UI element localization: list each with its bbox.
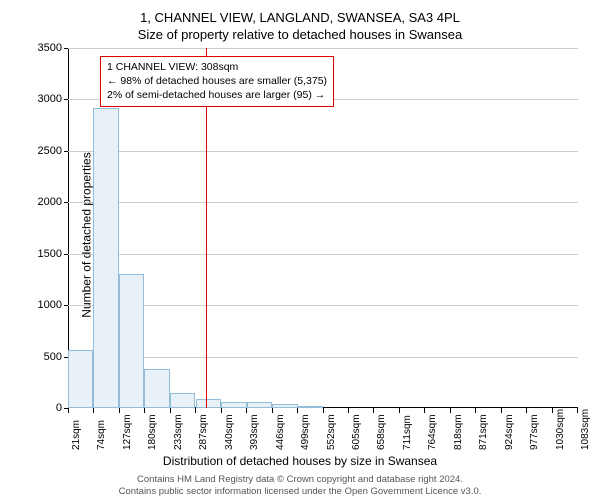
x-tick-label: 180sqm bbox=[147, 414, 158, 450]
x-tick-label: 233sqm bbox=[173, 414, 184, 450]
x-tick-mark bbox=[450, 408, 451, 413]
x-tick-mark bbox=[246, 408, 247, 413]
grid-line bbox=[68, 48, 578, 49]
y-tick-label: 3000 bbox=[22, 93, 62, 105]
x-tick-mark bbox=[399, 408, 400, 413]
annotation-line1: 1 CHANNEL VIEW: 308sqm bbox=[107, 60, 327, 74]
x-tick-label: 764sqm bbox=[427, 414, 438, 450]
y-tick-label: 3500 bbox=[22, 42, 62, 54]
x-tick-label: 711sqm bbox=[402, 415, 413, 450]
y-tick-label: 1000 bbox=[22, 299, 62, 311]
x-tick-mark bbox=[195, 408, 196, 413]
x-axis-label: Distribution of detached houses by size … bbox=[0, 454, 600, 468]
annotation-box: 1 CHANNEL VIEW: 308sqm ← 98% of detached… bbox=[100, 56, 334, 107]
y-tick-mark bbox=[64, 151, 68, 152]
x-tick-label: 924sqm bbox=[504, 414, 515, 450]
y-tick-mark bbox=[64, 99, 68, 100]
histogram-bar bbox=[196, 399, 221, 408]
x-tick-label: 21sqm bbox=[71, 420, 82, 450]
histogram-bar bbox=[247, 402, 272, 408]
x-tick-mark bbox=[93, 408, 94, 413]
y-tick-mark bbox=[64, 305, 68, 306]
x-tick-mark bbox=[501, 408, 502, 413]
y-tick-mark bbox=[64, 202, 68, 203]
x-tick-mark bbox=[221, 408, 222, 413]
y-tick-mark bbox=[64, 254, 68, 255]
y-tick-label: 1500 bbox=[22, 248, 62, 260]
x-tick-label: 393sqm bbox=[249, 414, 260, 450]
grid-line bbox=[68, 254, 578, 255]
x-tick-label: 340sqm bbox=[224, 414, 235, 450]
histogram-bar bbox=[93, 108, 118, 408]
histogram-bar bbox=[221, 402, 246, 408]
grid-line bbox=[68, 357, 578, 358]
grid-line bbox=[68, 151, 578, 152]
histogram-bar bbox=[298, 406, 323, 408]
x-tick-label: 1083sqm bbox=[580, 409, 591, 450]
y-tick-label: 500 bbox=[22, 351, 62, 363]
histogram-bar bbox=[272, 404, 297, 408]
x-tick-label: 1030sqm bbox=[555, 409, 566, 450]
x-tick-label: 658sqm bbox=[376, 414, 387, 450]
histogram-bar bbox=[68, 350, 93, 408]
y-tick-label: 2500 bbox=[22, 145, 62, 157]
grid-line bbox=[68, 202, 578, 203]
x-tick-mark bbox=[170, 408, 171, 413]
x-tick-mark bbox=[552, 408, 553, 413]
x-tick-mark bbox=[373, 408, 374, 413]
y-tick-label: 0 bbox=[22, 402, 62, 414]
footer-line2: Contains public sector information licen… bbox=[0, 486, 600, 497]
x-tick-mark bbox=[119, 408, 120, 413]
footer-line1: Contains HM Land Registry data © Crown c… bbox=[0, 474, 600, 485]
annotation-line3: 2% of semi-detached houses are larger (9… bbox=[107, 88, 327, 102]
x-tick-label: 605sqm bbox=[351, 414, 362, 450]
x-tick-label: 552sqm bbox=[326, 414, 337, 450]
x-tick-mark bbox=[348, 408, 349, 413]
x-tick-mark bbox=[144, 408, 145, 413]
x-tick-label: 818sqm bbox=[453, 414, 464, 450]
x-tick-label: 446sqm bbox=[275, 414, 286, 450]
x-tick-mark bbox=[297, 408, 298, 413]
annotation-line2: ← 98% of detached houses are smaller (5,… bbox=[107, 74, 327, 88]
y-tick-mark bbox=[64, 357, 68, 358]
x-tick-label: 871sqm bbox=[478, 414, 489, 450]
chart-container: 1, CHANNEL VIEW, LANGLAND, SWANSEA, SA3 … bbox=[0, 0, 600, 500]
x-tick-label: 977sqm bbox=[529, 414, 540, 450]
x-tick-mark bbox=[475, 408, 476, 413]
chart-title-line2: Size of property relative to detached ho… bbox=[0, 27, 600, 42]
histogram-bar bbox=[170, 393, 195, 408]
x-tick-mark bbox=[272, 408, 273, 413]
x-tick-label: 127sqm bbox=[122, 414, 133, 450]
x-tick-label: 499sqm bbox=[300, 414, 311, 450]
x-tick-label: 287sqm bbox=[198, 414, 209, 450]
y-tick-label: 2000 bbox=[22, 196, 62, 208]
x-tick-mark bbox=[323, 408, 324, 413]
grid-line bbox=[68, 305, 578, 306]
x-tick-mark bbox=[68, 408, 69, 413]
histogram-bar bbox=[144, 369, 169, 408]
y-tick-mark bbox=[64, 48, 68, 49]
chart-title-line1: 1, CHANNEL VIEW, LANGLAND, SWANSEA, SA3 … bbox=[0, 10, 600, 25]
histogram-bar bbox=[119, 274, 144, 408]
x-tick-mark bbox=[526, 408, 527, 413]
x-tick-mark bbox=[577, 408, 578, 413]
x-tick-mark bbox=[424, 408, 425, 413]
x-tick-label: 74sqm bbox=[96, 420, 107, 450]
